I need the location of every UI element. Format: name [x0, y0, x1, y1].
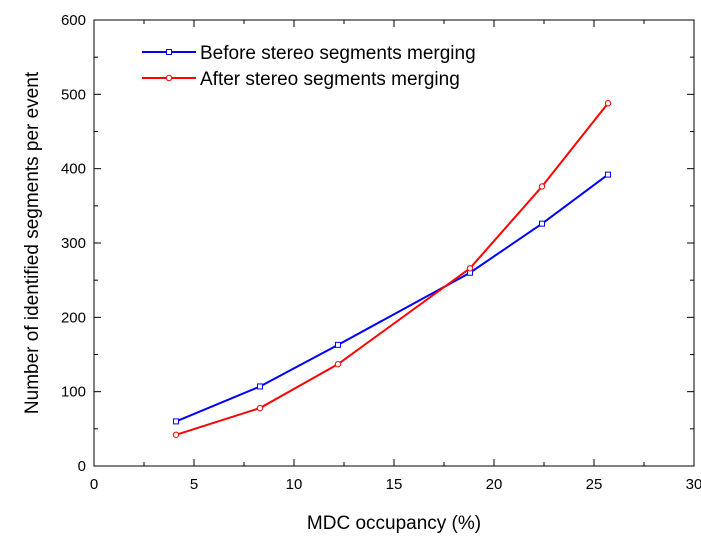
series-layer — [172, 100, 612, 438]
data-point — [605, 171, 611, 178]
data-point — [335, 341, 341, 348]
data-point — [538, 183, 546, 190]
y-tick-label: 200 — [61, 309, 86, 326]
legend-marker — [165, 74, 173, 82]
legend-label: Before stereo segments merging — [200, 43, 476, 64]
legend-label: After stereo segments merging — [200, 69, 460, 90]
series-line — [175, 102, 609, 436]
series-2 — [172, 100, 612, 438]
x-axis: 0 5 10 15 20 25 30 — [90, 20, 701, 493]
y-tick-label: 100 — [61, 384, 86, 401]
x-tick-label: 15 — [386, 476, 403, 493]
data-point — [256, 404, 264, 412]
y-axis: 0 100 200 300 400 500 600 — [61, 12, 694, 475]
x-tick-label: 0 — [90, 476, 98, 493]
x-tick-label: 5 — [190, 476, 198, 493]
series-line — [175, 173, 609, 423]
x-tick-label: 20 — [486, 476, 503, 493]
data-point — [604, 100, 612, 107]
y-tick-label: 300 — [61, 235, 86, 252]
data-point — [173, 418, 179, 425]
x-tick-label: 25 — [586, 476, 603, 493]
y-tick-label: 400 — [61, 161, 86, 178]
data-point — [466, 265, 474, 272]
series-1 — [173, 171, 611, 425]
x-tick-label: 10 — [286, 476, 303, 493]
data-point — [257, 383, 263, 390]
data-point — [539, 220, 545, 227]
y-tick-label: 0 — [78, 458, 86, 475]
legend-marker — [166, 49, 172, 55]
data-point — [172, 431, 180, 438]
y-tick-label: 600 — [61, 12, 86, 29]
data-point — [334, 360, 342, 368]
legend-item: After stereo segments merging — [142, 69, 460, 90]
legend-item: Before stereo segments merging — [142, 43, 476, 64]
legend: Before stereo segments merging After ster… — [142, 43, 476, 90]
y-axis-title: Number of identified segments per event — [22, 71, 43, 414]
y-tick-label: 500 — [61, 86, 86, 103]
x-axis-title: MDC occupancy (%) — [307, 513, 481, 534]
x-tick-label: 30 — [686, 476, 701, 493]
